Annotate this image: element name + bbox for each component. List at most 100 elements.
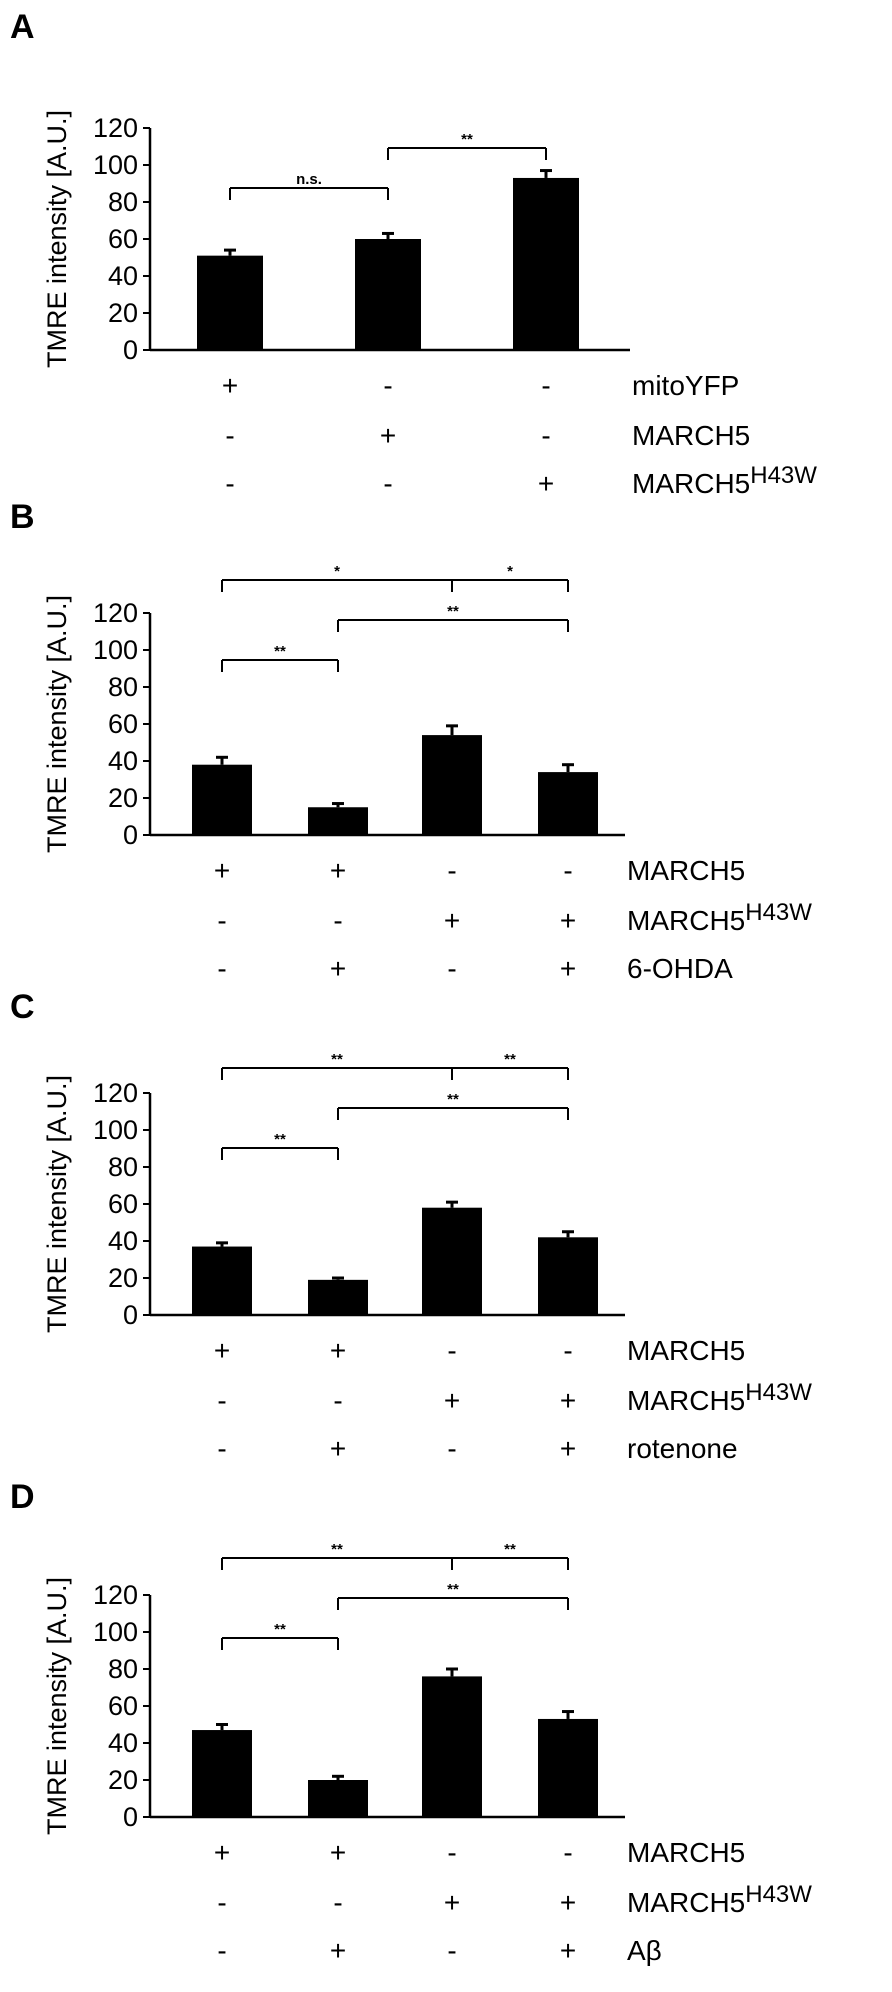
condition-label: MARCH5H43W: [627, 899, 812, 936]
y-tick-label: 20: [108, 1765, 138, 1795]
significance-bracket: **: [337, 1581, 569, 1610]
y-axis-label: TMRE intensity [A.U.]: [42, 110, 72, 368]
condition-sign: -: [333, 905, 342, 936]
bar: [308, 1279, 368, 1315]
significance-label: *: [507, 563, 513, 580]
condition-sign: -: [563, 1335, 572, 1366]
significance-bracket: *: [451, 563, 569, 592]
condition-sign: -: [217, 1935, 226, 1966]
significance-bracket: **: [337, 603, 569, 632]
condition-sign: +: [560, 953, 576, 984]
bar: [192, 1246, 252, 1315]
condition-sign: +: [330, 855, 346, 886]
y-tick-label: 40: [108, 1728, 138, 1758]
condition-sign: +: [330, 1433, 346, 1464]
significance-bracket: **: [337, 1091, 569, 1120]
y-tick-label: 80: [108, 1152, 138, 1182]
condition-sign: -: [217, 1887, 226, 1918]
condition-sign: +: [214, 855, 230, 886]
condition-sign: -: [333, 1887, 342, 1918]
bar: [422, 1676, 482, 1817]
y-tick-label: 20: [108, 1263, 138, 1293]
significance-label: n.s.: [296, 171, 322, 188]
condition-sign: -: [447, 1935, 456, 1966]
condition-label: MARCH5: [627, 855, 745, 886]
condition-sign: -: [225, 468, 234, 499]
bar: [513, 177, 579, 350]
bar: [192, 1730, 252, 1817]
significance-label: **: [274, 1621, 286, 1638]
condition-sign: -: [333, 1385, 342, 1416]
y-tick-label: 100: [93, 150, 138, 180]
condition-label: MARCH5: [627, 1837, 745, 1868]
y-tick-label: 0: [123, 1802, 138, 1832]
condition-sign: -: [447, 953, 456, 984]
condition-sign: +: [330, 1335, 346, 1366]
significance-bracket: *: [221, 563, 453, 592]
condition-label: Aβ: [627, 1935, 662, 1966]
bar: [192, 764, 252, 835]
y-tick-label: 20: [108, 783, 138, 813]
condition-sign: +: [560, 905, 576, 936]
condition-sign: +: [380, 420, 396, 451]
significance-label: **: [331, 1051, 343, 1068]
condition-sign: -: [217, 1385, 226, 1416]
condition-label: MARCH5H43W: [632, 462, 817, 499]
condition-sign: -: [217, 1433, 226, 1464]
y-tick-label: 120: [93, 1580, 138, 1610]
significance-label: **: [461, 131, 473, 148]
condition-sign: +: [560, 1385, 576, 1416]
condition-label: 6-OHDA: [627, 953, 733, 984]
y-tick-label: 120: [93, 1078, 138, 1108]
panel-letter: D: [10, 1478, 35, 1516]
condition-sign: -: [217, 953, 226, 984]
y-tick-label: 0: [123, 820, 138, 850]
y-tick-label: 60: [108, 1691, 138, 1721]
y-tick-label: 60: [108, 709, 138, 739]
panel-c: C 0 20 40 60 80 100 120 TMRE intensity [A.U.] ** *…: [10, 988, 812, 1464]
condition-sign: -: [225, 420, 234, 451]
bar: [308, 807, 368, 835]
panel-d: D 0 20 40 60 80 100 120 TMRE intensity [A.U.] ** *…: [10, 1478, 812, 1966]
y-tick-label: 40: [108, 1226, 138, 1256]
significance-label: **: [331, 1541, 343, 1558]
significance-label: **: [274, 1131, 286, 1148]
condition-label: rotenone: [627, 1433, 738, 1464]
condition-sign: -: [447, 1433, 456, 1464]
bar: [422, 1207, 482, 1315]
significance-label: **: [504, 1541, 516, 1558]
y-axis-label: TMRE intensity [A.U.]: [42, 1075, 72, 1333]
condition-label: MARCH5H43W: [627, 1881, 812, 1918]
bar: [355, 239, 421, 350]
condition-sign: -: [447, 1837, 456, 1868]
y-tick-label: 100: [93, 1617, 138, 1647]
condition-sign: -: [447, 1335, 456, 1366]
significance-bracket: **: [451, 1051, 569, 1080]
condition-sign: +: [538, 468, 554, 499]
panel-letter: B: [10, 498, 35, 536]
condition-superscript: H43W: [745, 1881, 812, 1908]
y-tick-label: 80: [108, 187, 138, 217]
y-tick-label: 0: [123, 335, 138, 365]
condition-sign: -: [563, 1837, 572, 1868]
condition-sign: -: [217, 905, 226, 936]
significance-label: **: [274, 643, 286, 660]
condition-superscript: H43W: [750, 462, 817, 489]
condition-sign: +: [444, 1385, 460, 1416]
y-tick-label: 120: [93, 113, 138, 143]
y-tick-label: 60: [108, 1189, 138, 1219]
significance-label: **: [504, 1051, 516, 1068]
significance-bracket: **: [221, 1541, 453, 1570]
condition-sign: +: [214, 1837, 230, 1868]
bar: [538, 1237, 598, 1315]
y-tick-label: 0: [123, 1300, 138, 1330]
condition-sign: +: [444, 905, 460, 936]
significance-label: **: [447, 603, 459, 620]
y-tick-label: 120: [93, 598, 138, 628]
y-tick-label: 40: [108, 746, 138, 776]
condition-sign: -: [383, 370, 392, 401]
condition-sign: -: [383, 468, 392, 499]
condition-sign: +: [560, 1935, 576, 1966]
condition-sign: +: [222, 370, 238, 401]
